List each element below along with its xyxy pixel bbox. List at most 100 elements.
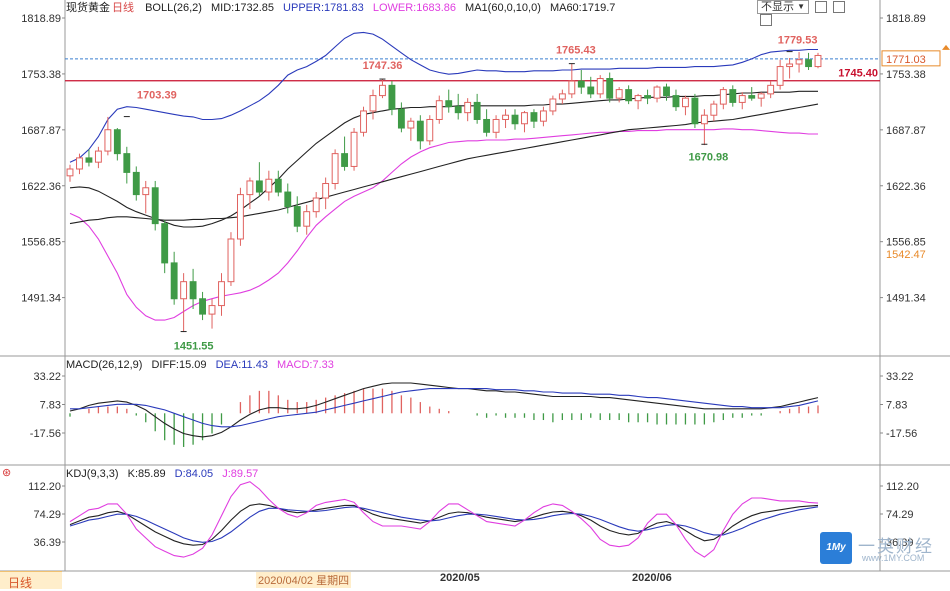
- kdj-axis-label-right: 36.39: [886, 537, 914, 549]
- price-axis-label-right: 1687.87: [886, 125, 926, 137]
- candle-body: [397, 108, 405, 129]
- boll-upper-value: UPPER:1781.83: [283, 2, 364, 14]
- macd-axis-label-left: 7.83: [40, 400, 61, 412]
- candle: [786, 58, 794, 79]
- month-label-june: 2020/06: [632, 572, 672, 584]
- candle-body: [350, 131, 358, 167]
- candle: [312, 192, 320, 218]
- candle: [473, 93, 481, 124]
- series-lower-line: [69, 128, 818, 321]
- candle: [435, 95, 443, 124]
- candle-body: [719, 89, 727, 105]
- boll-mid-value: MID:1732.85: [211, 2, 274, 14]
- chevron-down-icon: ▼: [797, 2, 805, 11]
- candle-body: [644, 95, 652, 99]
- candle: [161, 220, 169, 274]
- candle: [615, 87, 623, 103]
- watermark-brand: 一英财经: [858, 537, 934, 556]
- candle: [549, 95, 557, 116]
- kdj-indicator-name[interactable]: KDJ(9,3,3): [66, 468, 119, 480]
- candle-body: [653, 86, 661, 99]
- candle-body: [502, 114, 509, 120]
- candle-body: [805, 59, 812, 68]
- candle: [341, 136, 349, 171]
- candle-body: [407, 120, 415, 129]
- candle-body: [104, 129, 112, 152]
- minimize-icon[interactable]: [833, 1, 846, 14]
- hide-toggle-label: 不显示: [761, 1, 794, 13]
- candle: [360, 106, 367, 137]
- boll-indicator-name[interactable]: BOLL(26,2): [145, 2, 202, 14]
- candle-body: [710, 103, 718, 116]
- candle-body: [682, 97, 689, 108]
- candle-body: [312, 197, 320, 213]
- candle: [94, 146, 102, 169]
- candle-body: [615, 89, 623, 99]
- period-button-label: 日线: [8, 576, 33, 590]
- callout-label: 1703.39: [137, 90, 177, 102]
- candle: [663, 83, 670, 101]
- main-chart-legend: 现货黄金 日线 BOLL(26,2) MID:1732.85 UPPER:1781…: [66, 0, 621, 16]
- candle-body: [416, 120, 424, 142]
- candle-body: [170, 262, 178, 300]
- candle-body: [445, 100, 453, 108]
- candle-body: [435, 100, 443, 120]
- candle: [729, 85, 737, 107]
- candle: [568, 64, 576, 99]
- hide-toggle-select[interactable]: 不显示 ▼: [757, 0, 809, 14]
- candle-body: [596, 78, 604, 95]
- last-price-tag: [881, 50, 941, 67]
- grid-layout-icon[interactable]: [815, 1, 828, 14]
- kdj-j-value: J:89.57: [222, 468, 259, 480]
- candle-body: [549, 98, 557, 112]
- candle-body: [293, 206, 301, 227]
- watermark-logo: 1My: [820, 532, 852, 564]
- price-axis-label-left: 1818.89: [21, 13, 61, 25]
- candle: [767, 81, 775, 99]
- settings-icon[interactable]: ⊛: [2, 467, 12, 479]
- candle: [719, 87, 727, 110]
- month-label-may: 2020/05: [440, 572, 480, 584]
- candle: [218, 273, 225, 316]
- candle: [795, 52, 803, 73]
- price-axis-label-right: 1491.34: [886, 293, 926, 305]
- macd-diff-value: DIFF:15.09: [151, 359, 207, 371]
- macd-indicator-name[interactable]: MACD(26,12,9): [66, 359, 143, 371]
- candle-body: [303, 211, 311, 227]
- candle: [293, 196, 301, 233]
- candle-body: [284, 191, 292, 208]
- cursor-date-label: 2020/04/02 星期四: [256, 572, 352, 588]
- candle: [502, 109, 509, 129]
- candle-body: [369, 95, 377, 112]
- candle: [180, 273, 188, 333]
- callout-label: 1747.36: [363, 60, 403, 72]
- macd-legend: MACD(26,12,9) DIFF:15.09 DEA:11.43 MACD:…: [66, 357, 340, 373]
- candle: [672, 89, 680, 111]
- candle-body: [691, 97, 699, 125]
- ma-indicator-name[interactable]: MA1(60,0,10,0): [465, 2, 541, 14]
- kdj-legend: KDJ(9,3,3) K:85.89 D:84.05 J:89.57: [66, 466, 264, 482]
- candle: [757, 92, 765, 107]
- candle: [426, 115, 434, 146]
- price-axis-label-right: 1622.36: [886, 181, 926, 193]
- kdj-d-line: [69, 506, 819, 543]
- candle: [170, 251, 178, 305]
- candle-body: [473, 101, 481, 120]
- candle-body: [672, 95, 680, 108]
- period-button[interactable]: 日线: [0, 571, 62, 590]
- price-axis-label-left: 1687.87: [21, 125, 61, 137]
- candle: [700, 109, 708, 146]
- macd-axis-label-right: -17.56: [886, 428, 917, 440]
- period-link[interactable]: 日线: [112, 2, 134, 14]
- candle: [255, 162, 263, 197]
- candle: [104, 116, 112, 156]
- expand-icon[interactable]: [760, 14, 772, 27]
- candle: [284, 183, 292, 214]
- price-axis-label-right: 1818.89: [886, 13, 926, 25]
- candle: [606, 72, 614, 103]
- candle-body: [388, 84, 396, 110]
- candle: [199, 291, 206, 321]
- candle-body: [265, 178, 273, 193]
- candle: [397, 102, 405, 133]
- candle-body: [511, 114, 519, 125]
